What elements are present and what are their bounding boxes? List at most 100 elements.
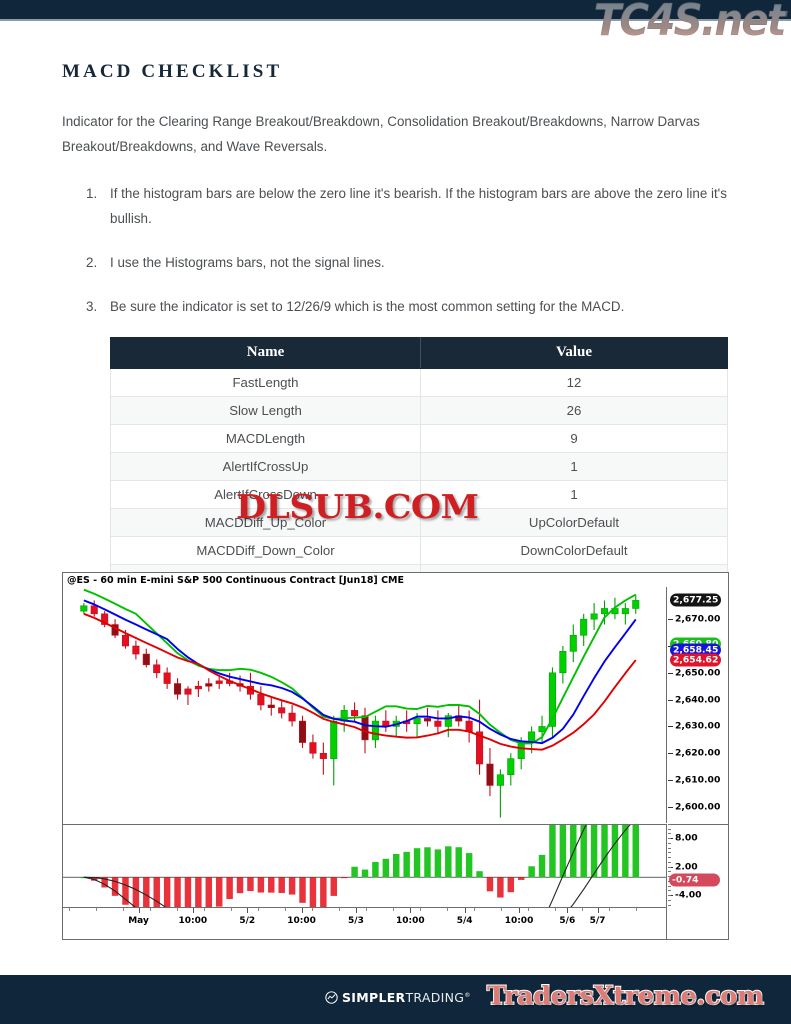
time-minor-tick [177, 908, 178, 911]
table-row: MACDDiff_Down_Color DownColorDefault [110, 536, 728, 565]
price-tick [668, 726, 673, 728]
price-tick [668, 806, 673, 808]
macd-minor-tick [668, 824, 671, 825]
list-item: If the histogram bars are below the zero… [86, 181, 727, 226]
time-tick-label: 5/2 [239, 916, 256, 926]
price-tick-label: 2,620.00 [675, 747, 721, 759]
param-value: UpColorDefault [420, 508, 728, 537]
table-row: Slow Length 26 [110, 396, 728, 425]
price-tick [668, 699, 673, 701]
param-name: MACDDiff_Up_Color [110, 508, 421, 537]
macd-minor-tick [668, 904, 671, 906]
time-minor-tick [636, 908, 637, 911]
document-content: MACD CHECKLIST Indicator for the Clearin… [0, 21, 791, 593]
time-minor-tick [231, 908, 232, 911]
param-value: 26 [420, 396, 728, 425]
time-minor-tick [528, 908, 529, 911]
time-tick-label: 5/6 [559, 916, 576, 926]
candlestick-svg [80, 588, 640, 818]
macd-minor-tick [668, 871, 671, 873]
column-header-value: Value [420, 337, 728, 369]
price-marker-slow-ma: 2,654.62 [670, 653, 722, 667]
time-tick-label: 5/4 [456, 916, 473, 926]
time-tick [519, 908, 521, 913]
tc4s-watermark: TC4S.net [594, 0, 787, 48]
time-minor-tick [204, 908, 205, 911]
checklist: If the histogram bars are below the zero… [0, 181, 791, 319]
param-name: Slow Length [110, 396, 421, 425]
price-tick [668, 619, 673, 621]
time-minor-tick [420, 908, 421, 911]
macd-minor-tick [668, 885, 671, 887]
macd-tick-label: 2.00 [675, 861, 698, 873]
macd-svg [63, 825, 666, 907]
table-row: MACDDiff_Up_Color UpColorDefault [110, 508, 728, 537]
time-minor-tick [609, 908, 610, 911]
time-minor-tick [393, 908, 394, 911]
price-tick-label: 2,640.00 [675, 694, 721, 706]
time-tick-label: 10:00 [178, 916, 208, 926]
time-tick-label: 10:00 [504, 916, 534, 926]
macd-minor-tick [668, 857, 671, 859]
macd-minor-tick [668, 899, 671, 901]
price-tick-label: 2,630.00 [675, 720, 721, 732]
list-item: I use the Histograms bars, not the signa… [86, 250, 385, 275]
parameters-table: Name Value FastLength 12 Slow Length 26 … [110, 337, 728, 593]
simpler-trading-logo: SIMPLERTRADING® [325, 990, 471, 1005]
header-divider [0, 19, 791, 21]
macd-tick-label: -4.00 [675, 889, 702, 901]
price-tick-label: 2,610.00 [675, 774, 721, 786]
parameters-table-wrapper: Name Value FastLength 12 Slow Length 26 … [110, 337, 728, 593]
time-minor-tick [258, 908, 259, 911]
table-header-row: Name Value [110, 337, 728, 369]
table-row: FastLength 12 [110, 368, 728, 397]
macd-minor-tick [668, 890, 671, 892]
param-value: DownColorDefault [420, 536, 728, 565]
yaxis-divider [668, 824, 729, 825]
price-marker-last-price: 2,677.25 [670, 593, 722, 607]
param-name: AlertIfCrossUp [110, 452, 421, 481]
price-tick-label: 2,600.00 [675, 801, 721, 813]
page-title: MACD CHECKLIST [62, 61, 283, 82]
macd-minor-tick [668, 895, 671, 897]
time-tick [301, 908, 303, 913]
time-axis: May 10:00 5/2 10:00 5/3 10:00 5/4 10:00 5/6 5/7 [63, 907, 667, 939]
price-tick [668, 780, 673, 782]
time-minor-tick [96, 908, 97, 911]
intro-paragraph: Indicator for the Clearing Range Breakou… [62, 114, 700, 154]
time-minor-tick [555, 908, 556, 911]
time-minor-tick [366, 908, 367, 911]
time-tick [464, 908, 466, 913]
price-tick [668, 753, 673, 755]
macd-minor-tick [668, 828, 671, 830]
macd-minor-tick [668, 861, 671, 863]
time-minor-tick [447, 908, 448, 911]
time-tick [247, 908, 249, 913]
time-tick-label: 5/7 [589, 916, 606, 926]
brand-bold: SIMPLER [342, 990, 406, 1005]
time-tick-label: 10:00 [287, 916, 316, 926]
time-minor-tick [501, 908, 502, 911]
param-value: 1 [420, 452, 728, 481]
brand-mark: ® [464, 991, 471, 999]
brand-light: TRADING [405, 990, 465, 1005]
chart-circle-icon [325, 991, 338, 1004]
macd-minor-tick [668, 833, 671, 835]
param-value: 1 [420, 480, 728, 509]
time-minor-tick [474, 908, 475, 911]
price-tick-label: 2,650.00 [675, 667, 721, 679]
dlsub-watermark: DLSUB.COM [236, 487, 479, 526]
dlsub-watermark-text: DLSUB.COM [236, 487, 479, 526]
tradersxtreme-watermark: TradersXtreme.com [486, 980, 765, 1011]
price-axis: 2,670.002,660.002,650.002,640.002,630.00… [668, 587, 729, 907]
trading-chart: @ES - 60 min E-mini S&P 500 Continuous C… [62, 572, 729, 940]
time-minor-tick [582, 908, 583, 911]
macd-value-marker: -0.74 [669, 873, 721, 887]
time-tick [355, 908, 357, 913]
price-tick [668, 672, 673, 674]
time-minor-tick [312, 908, 313, 911]
param-value: 12 [420, 368, 728, 397]
param-name: FastLength [110, 368, 421, 397]
time-tick-label: 5/3 [348, 916, 364, 926]
column-header-name: Name [110, 337, 421, 369]
